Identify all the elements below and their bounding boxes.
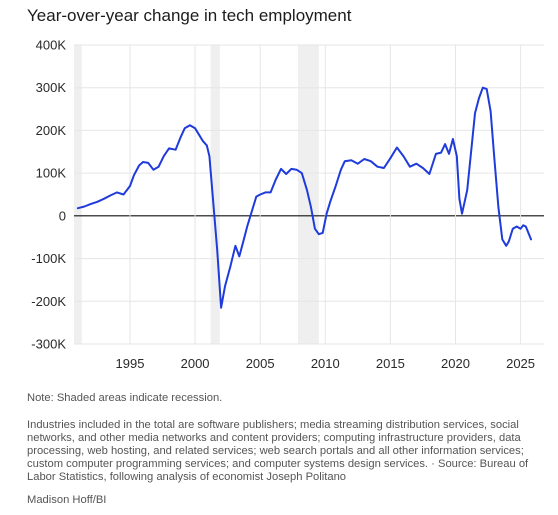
series-layer (76, 86, 532, 309)
y-tick-label: 0 (59, 208, 66, 223)
industries-source-note: Industries included in the total are sof… (27, 419, 529, 483)
y-tick-label: 100K (36, 166, 67, 181)
x-tick-label: 2025 (506, 356, 535, 371)
recession-band-0 (74, 45, 82, 344)
line-chart: 400K 300K 200K 100K 0 -100K -200K -300K 1995 2000… (31, 38, 544, 372)
author-credit: Madison Hoff/BI (27, 494, 107, 506)
axis-layer: 400K 300K 200K 100K 0 -100K -200K -300K 1995 2000… (31, 38, 535, 372)
x-tick-label: 2005 (246, 356, 275, 371)
x-tick-label: 2020 (441, 356, 470, 371)
x-tick-label: 2015 (376, 356, 405, 371)
y-tick-label: 400K (36, 38, 67, 53)
y-tick-label: 200K (36, 123, 67, 138)
y-tick-label: 300K (36, 80, 67, 95)
recession-note: Note: Shaded areas indicate recession. (27, 392, 223, 404)
y-tick-label: -100K (31, 251, 66, 266)
recession-band-1 (210, 45, 220, 344)
grid-layer (74, 44, 544, 345)
x-tick-label: 2000 (181, 356, 210, 371)
x-tick-label: 2010 (311, 356, 340, 371)
series-line-0 (76, 86, 532, 309)
chart-title: Year-over-year change in tech employment (27, 6, 352, 25)
x-tick-label: 1995 (116, 356, 145, 371)
y-tick-label: -300K (31, 337, 66, 352)
y-tick-label: -200K (31, 294, 66, 309)
